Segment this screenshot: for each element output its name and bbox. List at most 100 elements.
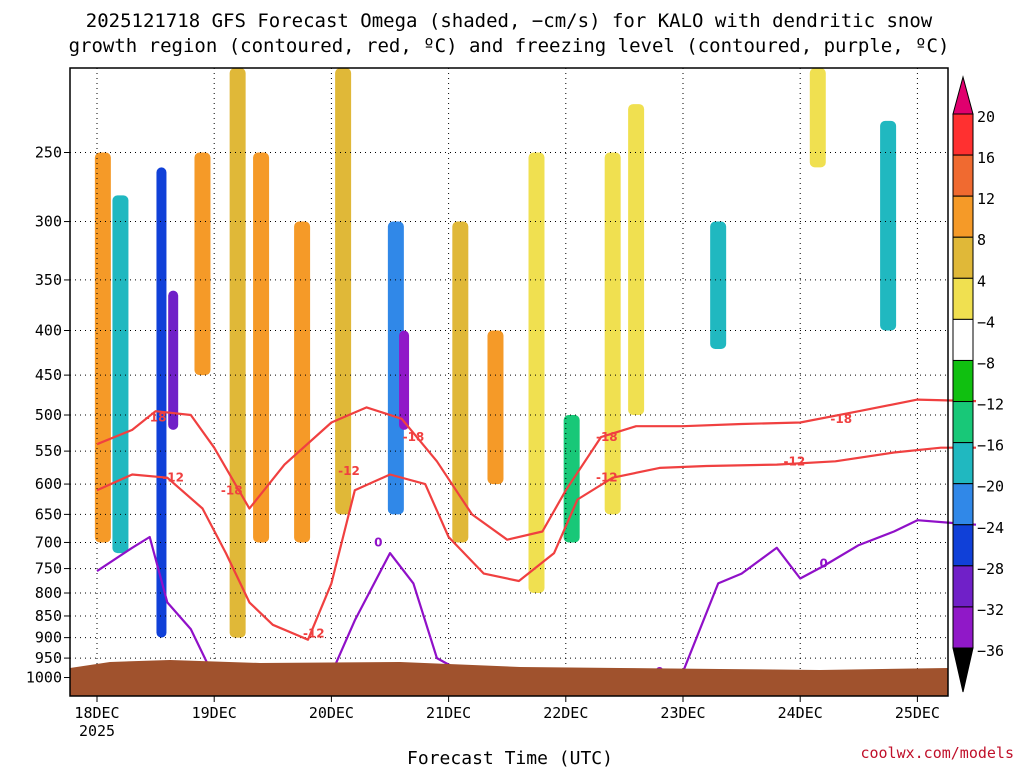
colorbar-tick-label: −32 [977, 601, 1004, 619]
omega-cell [604, 152, 621, 515]
x-tick-label: 18DEC [74, 704, 119, 722]
omega-cell [528, 152, 545, 594]
colorbar-tick-label: 12 [977, 190, 995, 208]
colorbar-tick-label: −4 [977, 313, 995, 331]
credit-link[interactable]: coolwx.com/models [860, 744, 1014, 762]
y-tick-label: 850 [35, 607, 62, 625]
omega-cell [452, 221, 469, 543]
y-tick-label: 500 [35, 406, 62, 424]
contour-label: 0 [374, 535, 382, 549]
colorbar-tick-label: −20 [977, 478, 1004, 496]
omega-cell [294, 221, 311, 543]
terrain-fill [70, 660, 948, 696]
contour-label: -12 [303, 626, 325, 640]
colorbar-box [952, 606, 974, 649]
contour-line [96, 446, 976, 641]
chart-title-line1: 2025121718 GFS Forecast Omega (shaded, −… [86, 10, 933, 32]
y-tick-label: 450 [35, 366, 62, 384]
y-tick-label: 650 [35, 505, 62, 523]
omega-cell [809, 68, 826, 168]
x-tick-label: 21DEC [426, 704, 471, 722]
omega-cell [335, 68, 352, 515]
contour-line [96, 398, 977, 541]
y-tick-label: 700 [35, 533, 62, 551]
y-tick-label: 400 [35, 322, 62, 340]
colorbar-tick-label: 8 [977, 231, 986, 249]
omega-cell [168, 290, 179, 430]
x-axis: 18DEC 19DEC 20DEC 21DEC 22DEC 23DEC 24DEC 25DEC… [74, 696, 940, 740]
omega-cell [563, 415, 580, 543]
x-tick-label: 19DEC [192, 704, 237, 722]
y-tick-label: 350 [35, 271, 62, 289]
colorbar-tick-label: 20 [977, 108, 995, 126]
omega-cell [156, 167, 167, 638]
colorbar-tick-label: 16 [977, 149, 995, 167]
colorbar-tick-label: −28 [977, 560, 1004, 578]
colorbar-tick-label: −16 [977, 437, 1004, 455]
colorbar-tick-label: 4 [977, 272, 986, 290]
colorbar-tick-label: −36 [977, 642, 1004, 660]
omega-cell [387, 221, 404, 515]
colorbar-top-arrow [952, 75, 974, 115]
x-tick-label: 20DEC [309, 704, 354, 722]
colorbar-box [952, 401, 974, 444]
omega-cell [253, 152, 270, 543]
omega-cell [710, 221, 727, 349]
colorbar-box [952, 318, 974, 361]
colorbar-tick-label: −8 [977, 354, 995, 372]
colorbar-box [952, 483, 974, 526]
x-axis-label: Forecast Time (UTC) [407, 748, 613, 768]
colorbar-box [952, 113, 974, 156]
contour-label: -12 [783, 454, 805, 468]
colorbar-box [952, 359, 974, 403]
colorbar-tick-label: −12 [977, 396, 1004, 414]
omega-cell [628, 104, 645, 416]
contour-label: -12 [596, 471, 618, 485]
contour-label: -18 [403, 430, 425, 444]
omega-cell [194, 152, 211, 376]
contour-label: -18 [830, 412, 852, 426]
y-tick-label: 1000 [26, 669, 62, 687]
omega-cell [880, 120, 897, 331]
y-tick-label: 800 [35, 584, 62, 602]
colorbar-box [952, 565, 974, 608]
contour-label: -18 [596, 430, 618, 444]
omega-cell [112, 195, 129, 554]
colorbar-box [952, 236, 974, 279]
contour-label: -18 [145, 410, 167, 424]
y-tick-label: 950 [35, 649, 62, 667]
colorbar-tick-label: −24 [977, 519, 1004, 537]
y-axis: 250 300 350 400 450 500 550 600 650 700 750 800 850 9… [26, 144, 70, 687]
colorbar: 20 16 12 8 4 −4 −8 −12 −16 −20 −24 −28 −32 −36 [952, 75, 1004, 693]
x-tick-label: 24DEC [778, 704, 823, 722]
colorbar-box [952, 154, 974, 197]
contour-label: 0 [819, 556, 827, 570]
colorbar-box [952, 277, 974, 320]
y-tick-label: 300 [35, 213, 62, 231]
omega-cell [229, 68, 246, 638]
y-tick-label: 600 [35, 475, 62, 493]
contour-label: -18 [221, 483, 243, 497]
omega-shading-layer [94, 68, 897, 638]
y-tick-label: 900 [35, 629, 62, 647]
x-tick-year-label: 2025 [79, 722, 115, 740]
contour-label: -12 [338, 464, 360, 478]
chart-title-line2: growth region (contoured, red, ºC) and f… [69, 35, 950, 57]
x-tick-label: 23DEC [660, 704, 705, 722]
x-tick-label: 25DEC [895, 704, 940, 722]
colorbar-box [952, 524, 974, 567]
plot-frame [69, 67, 949, 697]
colorbar-box [952, 195, 974, 238]
omega-cell [399, 330, 410, 430]
colorbar-bottom-arrow [952, 647, 974, 693]
colorbar-box [952, 442, 974, 485]
x-tick-label: 22DEC [543, 704, 588, 722]
omega-cell [94, 152, 111, 543]
y-tick-label: 550 [35, 442, 62, 460]
contour-label: -12 [162, 471, 184, 485]
terrain-layer [70, 660, 948, 696]
y-tick-label: 250 [35, 144, 62, 162]
omega-cell [487, 330, 504, 485]
y-tick-label: 750 [35, 560, 62, 578]
